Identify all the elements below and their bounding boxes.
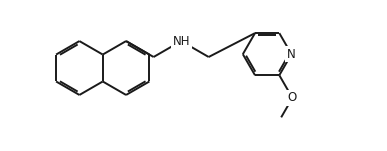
Text: NH: NH	[172, 35, 190, 48]
Text: N: N	[287, 48, 296, 61]
Text: O: O	[288, 91, 297, 104]
